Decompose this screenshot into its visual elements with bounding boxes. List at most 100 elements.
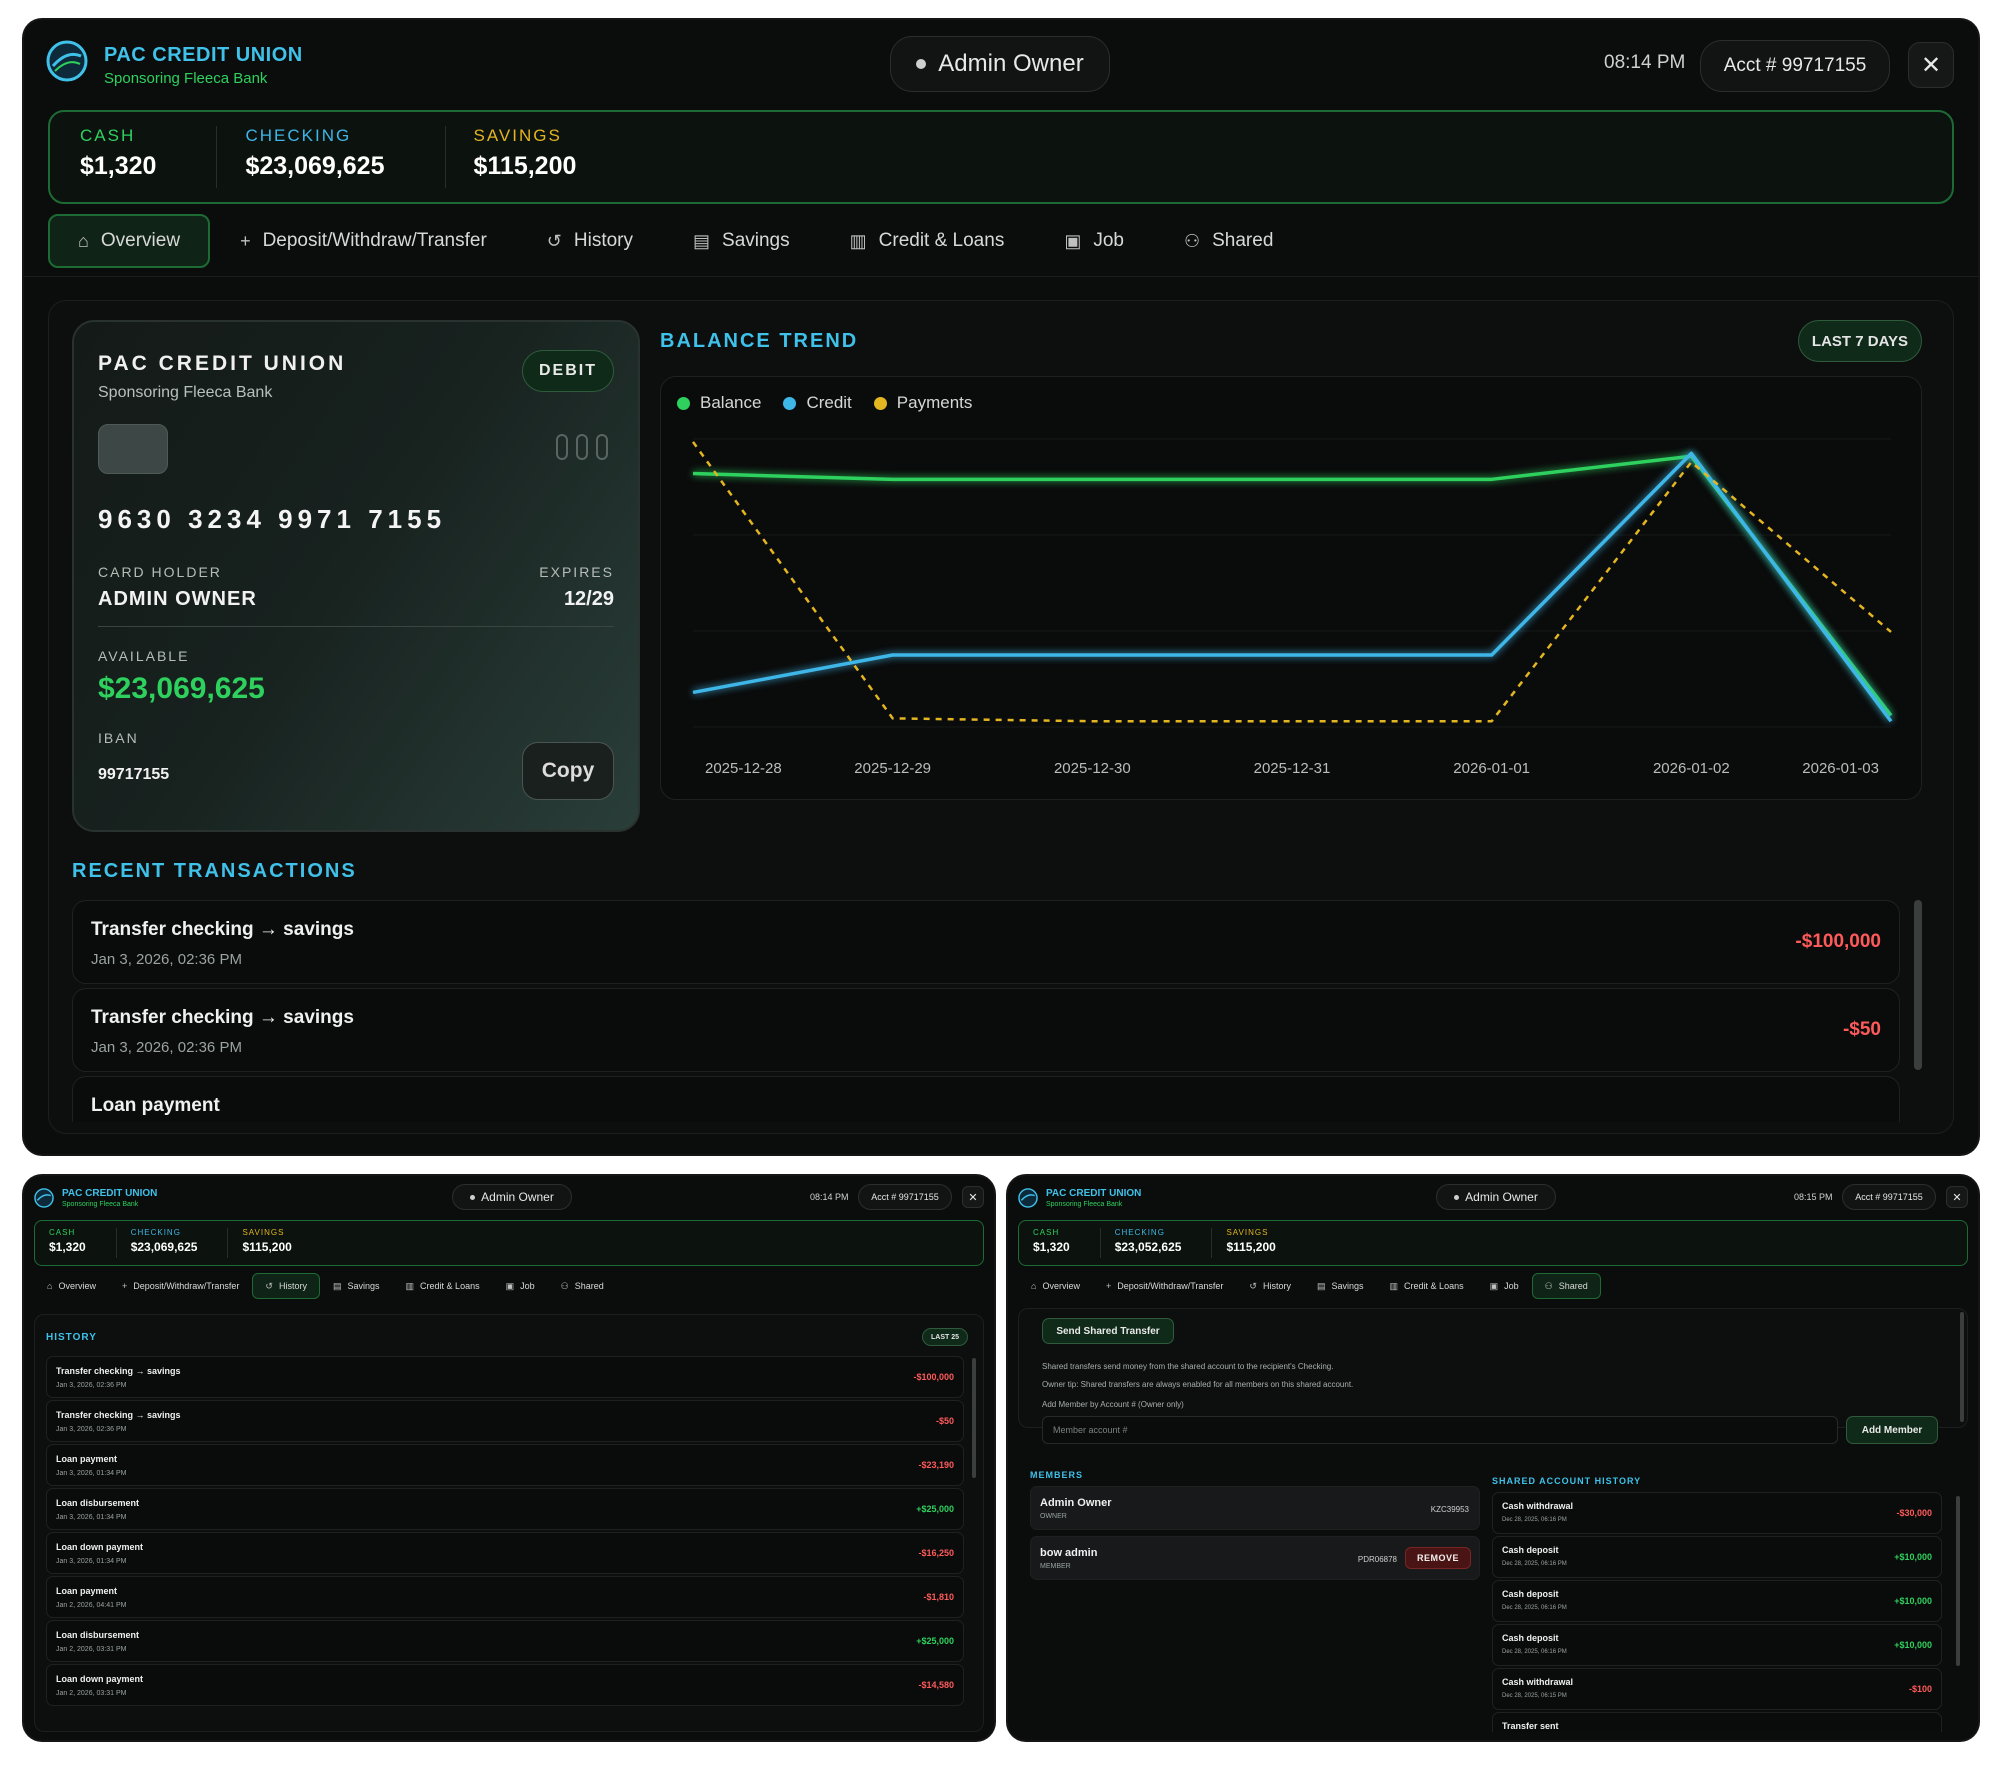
transaction-name: Transfer sent (1502, 1721, 1559, 1731)
tab-label: History (573, 230, 633, 251)
close-button[interactable]: ✕ (1908, 42, 1954, 88)
tab-label: Overview (100, 230, 181, 251)
history-row[interactable]: Transfer checking → savings Jan 3, 2026, … (46, 1356, 964, 1398)
shared-history-row[interactable]: Cash deposit Dec 28, 2025, 06:16 PM +$10,0… (1492, 1580, 1942, 1622)
transactions-scrollbar[interactable] (1914, 900, 1922, 1070)
main-window: PAC CREDIT UNION Sponsoring Fleeca Bank … (24, 20, 1978, 1154)
tab-label: Deposit/Withdraw/Transfer (262, 230, 487, 251)
close-button[interactable]: ✕ (1946, 1186, 1968, 1208)
tab-overview[interactable]: ⌂ Overview (48, 214, 211, 268)
history-row[interactable]: Loan payment Jan 3, 2026, 01:34 PM -$23,19… (46, 1444, 964, 1486)
panel-scrollbar[interactable] (1960, 1312, 1964, 1422)
tab-history[interactable]: ↺ History (517, 214, 663, 268)
tab-shared[interactable]: ⚇ Shared (548, 1273, 617, 1299)
account-number-pill: Acct # 99717155 (858, 1184, 952, 1210)
tab-shared[interactable]: ⚇ Shared (1531, 1273, 1601, 1299)
shared-history-row[interactable]: Transfer sent (1492, 1712, 1942, 1732)
member-account-input[interactable]: Member account # (1042, 1416, 1838, 1444)
transaction-name: Transfer checking → savings (91, 919, 354, 940)
series-line-credit (692, 451, 1893, 723)
user-name: Admin Owner (481, 1190, 554, 1204)
copy-iban-button[interactable]: Copy (522, 742, 614, 800)
tab-history[interactable]: ↺ History (1236, 1273, 1304, 1299)
history-row[interactable]: Loan down payment Jan 2, 2026, 03:31 PM -$… (46, 1664, 964, 1706)
remove-member-button[interactable]: REMOVE (1405, 1547, 1471, 1569)
tab-deposit-withdraw-transfer[interactable]: + Deposit/Withdraw/Transfer (210, 214, 517, 268)
tab-job[interactable]: ▣ Job (1034, 214, 1154, 268)
savings-balance: SAVINGS $115,200 (1226, 1228, 1305, 1258)
shared-history-scrollbar[interactable] (1956, 1496, 1960, 1666)
tab-savings[interactable]: ▤ Savings (320, 1273, 393, 1299)
briefcase-icon: ▣ (505, 1280, 515, 1291)
transaction-row[interactable]: Loan payment (72, 1076, 1900, 1122)
history-row[interactable]: Loan disbursement Jan 2, 2026, 03:31 PM +$… (46, 1620, 964, 1662)
history-scrollbar[interactable] (972, 1358, 976, 1478)
tab-savings[interactable]: ▤ Savings (663, 214, 820, 268)
history-row[interactable]: Loan down payment Jan 3, 2026, 01:34 PM -$… (46, 1532, 964, 1574)
legend-swatch (783, 396, 797, 410)
legend-balance[interactable]: Balance (677, 393, 761, 413)
tab-label: Savings (347, 1281, 380, 1291)
credit-union-logo-icon (34, 1188, 54, 1208)
tab-shared[interactable]: ⚇ Shared (1154, 214, 1303, 268)
tab-credit-loans[interactable]: ▥ Credit & Loans (820, 214, 1035, 268)
status-dot-icon (916, 59, 927, 69)
brand-subtitle: Sponsoring Fleeca Bank (104, 70, 268, 87)
user-pill: Admin Owner (1436, 1184, 1556, 1210)
brand-title: PAC CREDIT UNION (62, 1188, 158, 1199)
tab-history[interactable]: ↺ History (252, 1273, 320, 1299)
x-tick-label: 2026-01-03 (1802, 760, 1879, 777)
clock: 08:15 PM (1794, 1192, 1833, 1202)
add-member-label: Add Member by Account # (Owner only) (1042, 1400, 1184, 1409)
shared-history-row[interactable]: Cash withdrawal Dec 28, 2025, 06:16 PM -$3… (1492, 1492, 1942, 1534)
brand-title: PAC CREDIT UNION (1046, 1188, 1142, 1199)
tab-overview[interactable]: ⌂ Overview (1018, 1273, 1093, 1299)
shared-history-row[interactable]: Cash deposit Dec 28, 2025, 06:16 PM +$10,0… (1492, 1536, 1942, 1578)
chart-legend: Balance Credit Payments (677, 393, 972, 413)
tab-label: History (278, 1281, 307, 1291)
range-button[interactable]: LAST 7 DAYS (1798, 320, 1922, 362)
tab-savings[interactable]: ▤ Savings (1304, 1273, 1377, 1299)
member-name: bow admin (1040, 1547, 1098, 1559)
savings-value: $115,200 (473, 152, 577, 180)
shared-history-row[interactable]: Cash withdrawal Dec 28, 2025, 06:15 PM -$1… (1492, 1668, 1942, 1710)
plus-icon: + (121, 1281, 128, 1291)
transaction-row[interactable]: Transfer checking → savings Jan 3, 2026,… (72, 900, 1900, 984)
legend-payments[interactable]: Payments (873, 393, 972, 413)
history-row[interactable]: Loan disbursement Jan 3, 2026, 01:34 PM +$… (46, 1488, 964, 1530)
tab-credit-loans[interactable]: ▥ Credit & Loans (1377, 1273, 1477, 1299)
transaction-name: Loan down payment (56, 1542, 144, 1552)
tab-label: Deposit/Withdraw/Transfer (133, 1281, 240, 1291)
member-row[interactable]: bow admin MEMBER PDR06878 REMOVE (1030, 1536, 1480, 1580)
tab-overview[interactable]: ⌂ Overview (34, 1273, 109, 1299)
history-row[interactable]: Loan payment Jan 2, 2026, 04:41 PM -$1,810 (46, 1576, 964, 1618)
tab-label: Overview (58, 1281, 96, 1291)
user-name: Admin Owner (938, 50, 1084, 77)
transaction-row[interactable]: Transfer checking → savings Jan 3, 2026,… (72, 988, 1900, 1072)
history-range-badge[interactable]: LAST 25 (922, 1328, 968, 1346)
add-member-button[interactable]: Add Member (1846, 1416, 1938, 1444)
user-name: Admin Owner (1465, 1190, 1538, 1204)
shared-history-row[interactable]: Cash deposit Dec 28, 2025, 06:16 PM +$10,0… (1492, 1624, 1942, 1666)
legend-credit[interactable]: Credit (783, 393, 852, 413)
transaction-name: Transfer checking → savings (91, 1007, 354, 1028)
tab-credit-loans[interactable]: ▥ Credit & Loans (393, 1273, 493, 1299)
member-row[interactable]: Admin Owner OWNER KZC39953 (1030, 1486, 1480, 1530)
briefcase-icon: ▣ (1489, 1280, 1499, 1291)
history-row[interactable]: Transfer checking → savings Jan 3, 2026, … (46, 1400, 964, 1442)
home-icon: ⌂ (47, 1281, 53, 1291)
send-shared-transfer-button[interactable]: Send Shared Transfer (1042, 1318, 1174, 1344)
transaction-date: Jan 3, 2026, 02:36 PM (91, 1039, 242, 1056)
savings-icon: ▤ (693, 230, 711, 251)
close-button[interactable]: ✕ (962, 1186, 984, 1208)
transaction-date: Dec 28, 2025, 06:16 PM (1502, 1561, 1567, 1567)
checking-balance: CHECKING $23,069,625 (245, 126, 446, 188)
tab-deposit-withdraw-transfer[interactable]: + Deposit/Withdraw/Transfer (1093, 1273, 1236, 1299)
tab-job[interactable]: ▣ Job (493, 1273, 548, 1299)
x-tick-label: 2026-01-01 (1453, 760, 1530, 777)
transaction-amount: +$25,000 (916, 1636, 954, 1646)
recent-transactions-list: Transfer checking → savings Jan 3, 2026,… (24, 898, 1978, 1122)
tab-deposit-withdraw-transfer[interactable]: + Deposit/Withdraw/Transfer (109, 1273, 252, 1299)
series-line-payments (691, 441, 1892, 723)
tab-job[interactable]: ▣ Job (1477, 1273, 1532, 1299)
